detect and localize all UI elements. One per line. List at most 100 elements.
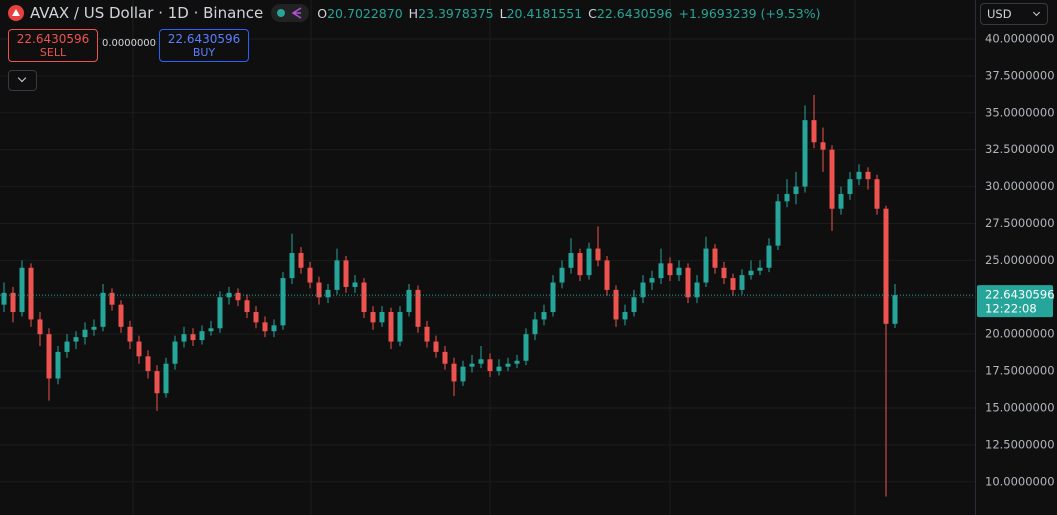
candle-body	[829, 149, 835, 209]
candle-body	[586, 248, 592, 276]
candle-body	[649, 278, 655, 283]
y-tick-label: 10.0000000	[985, 474, 1055, 488]
candle-body	[46, 334, 52, 379]
candle-body	[442, 351, 448, 364]
candle-body	[892, 295, 898, 324]
candle-body	[253, 312, 259, 323]
candle-body	[271, 325, 277, 332]
candle-body	[64, 341, 70, 352]
candle-body	[19, 267, 25, 313]
candle-body	[811, 120, 817, 143]
ohlc-value: 20.4181551	[506, 5, 583, 21]
candle-body	[712, 248, 718, 268]
candle-body	[325, 289, 331, 298]
candle-body	[883, 208, 889, 324]
candle-body	[55, 351, 61, 379]
sell-price: 22.6430596	[16, 31, 90, 46]
symbol-title[interactable]: AVAX / US Dollar · 1D · Binance	[30, 4, 264, 22]
ohlc-item: H23.3978375	[409, 6, 494, 21]
ohlc-item: C22.6430596	[588, 6, 672, 21]
spread: 0.0000000	[101, 38, 157, 49]
ohlc-item: O20.7022870	[317, 6, 402, 21]
candle-body	[514, 360, 520, 364]
candle-body	[262, 322, 268, 332]
candle-body	[775, 201, 781, 246]
ohlc-key: C	[588, 5, 597, 21]
candle-body	[37, 319, 43, 335]
candle-body	[478, 359, 484, 364]
candle-body	[595, 248, 601, 261]
last-price-label: 22.6430596	[985, 288, 1055, 302]
candle-body	[631, 297, 637, 313]
candle-body	[793, 186, 799, 194]
candle-body	[118, 304, 124, 327]
buy-button[interactable]: 22.6430596 BUY	[159, 29, 249, 62]
candle-body	[361, 282, 367, 313]
candle-body	[289, 252, 295, 279]
candle-body	[433, 341, 439, 352]
candle-body	[235, 292, 241, 301]
candle-body	[460, 366, 466, 382]
candle-body	[820, 142, 826, 150]
candle-body	[199, 331, 205, 341]
candle-body	[136, 341, 142, 357]
candle-body	[154, 371, 160, 394]
candle-body	[532, 319, 538, 335]
candle-body	[82, 329, 88, 338]
candle-body	[280, 278, 286, 326]
currency-select[interactable]: USD	[980, 3, 1048, 25]
candle-body	[496, 366, 502, 372]
candle-body	[298, 252, 304, 268]
candle-body	[109, 292, 115, 305]
indicator-icon	[291, 7, 302, 19]
candle-body	[685, 267, 691, 298]
candle-body	[190, 334, 196, 341]
candle-body	[550, 282, 556, 313]
candle-body	[100, 292, 106, 327]
y-tick-label: 20.0000000	[985, 327, 1055, 341]
candle-body	[802, 120, 808, 187]
candle-body	[316, 282, 322, 298]
candle-body	[406, 289, 412, 313]
candle-body	[856, 171, 862, 180]
candle-body	[568, 252, 574, 268]
candle-body	[163, 363, 169, 394]
candle-body	[739, 275, 745, 290]
candle-body	[127, 326, 133, 342]
ohlc-value: 22.6430596	[596, 5, 673, 21]
candle-body	[505, 363, 511, 367]
candle-body	[676, 267, 682, 276]
candle-body	[1, 292, 7, 305]
candle-body	[658, 263, 664, 279]
candle-body	[847, 179, 853, 194]
countdown: 12:22:08	[985, 302, 1037, 316]
candle-body	[604, 260, 610, 290]
candle-body	[559, 267, 565, 283]
sell-button[interactable]: 22.6430596 SELL	[8, 29, 98, 62]
ohlc-item: L20.4181551	[500, 6, 583, 21]
candle-body	[703, 248, 709, 283]
y-tick-label: 35.0000000	[985, 105, 1055, 119]
candle-body	[370, 312, 376, 323]
collapse-button[interactable]	[8, 70, 37, 91]
candle-body	[730, 278, 736, 290]
candle-body	[640, 282, 646, 298]
candle-body	[172, 341, 178, 364]
sell-label: SELL	[39, 45, 67, 59]
candle-body	[145, 356, 151, 372]
candle-body	[865, 171, 871, 180]
candle-body	[352, 282, 358, 287]
candle-body	[838, 193, 844, 209]
candle-body	[667, 263, 673, 276]
candle-body	[622, 312, 628, 320]
change: +1.9693239 (+9.53%)	[678, 5, 821, 21]
candle-body	[577, 252, 583, 276]
ohlc-key: L	[499, 5, 507, 21]
candle-body	[874, 179, 880, 209]
indicator-pill[interactable]	[271, 4, 310, 22]
y-tick-label: 40.0000000	[985, 31, 1055, 45]
y-tick-label: 17.5000000	[985, 364, 1055, 378]
